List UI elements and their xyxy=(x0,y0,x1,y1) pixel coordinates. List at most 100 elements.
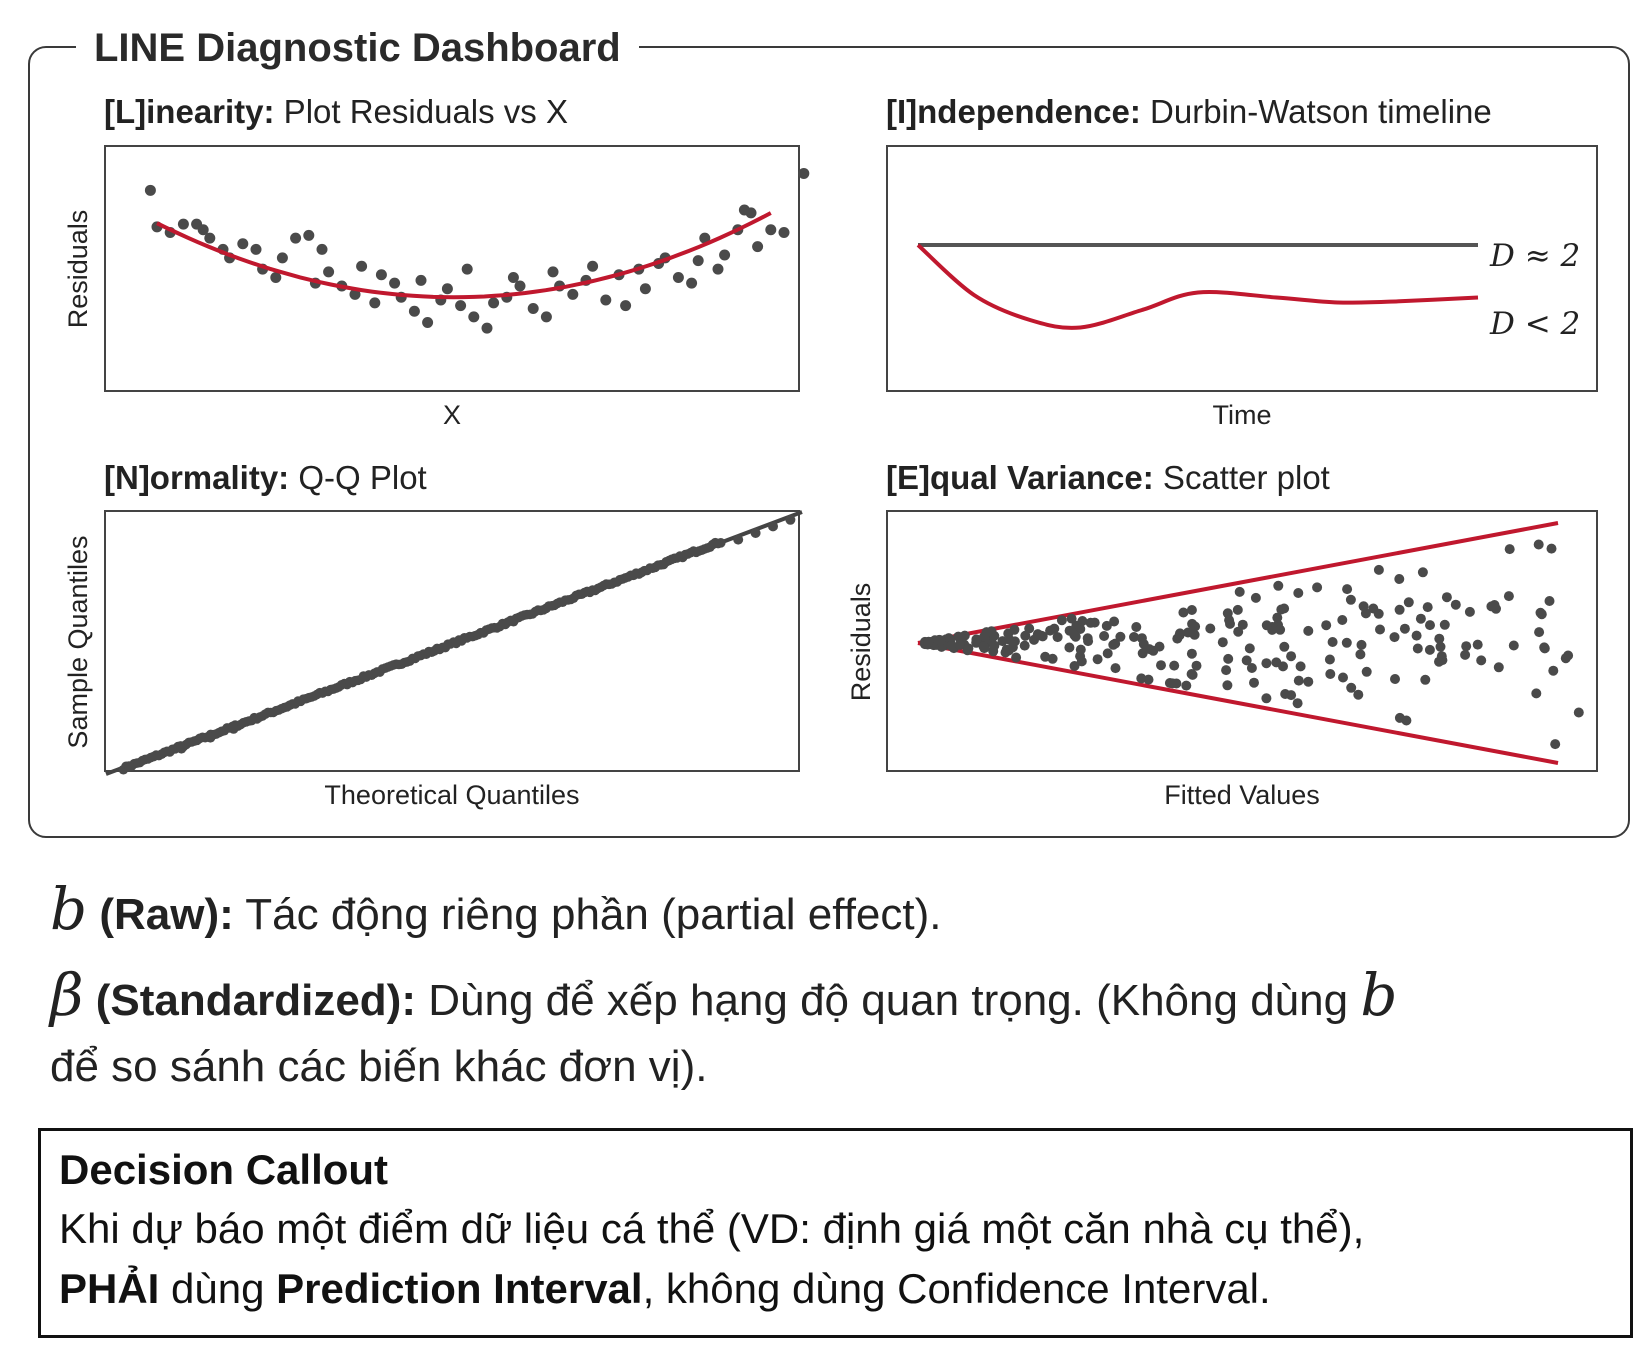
residual-point xyxy=(1346,682,1357,693)
residual-point xyxy=(1461,641,1472,652)
residual-point xyxy=(1303,625,1314,636)
residual-point xyxy=(1358,601,1369,612)
callout-line1: Khi dự báo một điểm dữ liệu cá thể (VD: … xyxy=(59,1205,1365,1252)
quadratic-fit-curve xyxy=(156,211,772,300)
residual-point xyxy=(1109,616,1120,627)
residual-point xyxy=(1493,662,1504,673)
residual-point xyxy=(197,224,209,236)
residual-point xyxy=(1190,621,1201,632)
linearity-svg xyxy=(144,167,810,334)
residual-point xyxy=(1191,660,1202,671)
residual-point xyxy=(1249,677,1259,688)
residual-point xyxy=(672,272,684,284)
residual-point xyxy=(989,640,1000,651)
residual-point xyxy=(177,218,189,230)
residual-point xyxy=(1425,620,1435,631)
residual-point xyxy=(1241,655,1252,666)
residual-point xyxy=(1293,675,1304,686)
residual-point xyxy=(1092,654,1103,665)
residual-point xyxy=(1390,674,1400,684)
residual-point xyxy=(778,227,790,239)
qq-tail-point xyxy=(733,534,744,545)
residual-point xyxy=(1261,658,1272,669)
equal-variance-title-bold: [E]qual Variance: xyxy=(886,459,1154,496)
residual-point xyxy=(1338,672,1348,683)
residual-point xyxy=(290,232,302,244)
residual-point xyxy=(1232,604,1243,615)
residual-point xyxy=(356,260,368,272)
independence-title-bold: [I]ndependence: xyxy=(886,93,1141,130)
residual-point xyxy=(1303,676,1314,687)
residual-point xyxy=(1129,632,1139,642)
residual-point xyxy=(514,280,526,292)
residual-point xyxy=(1533,539,1544,550)
callout-line2: PHẢI dùng Prediction Interval, không dùn… xyxy=(59,1259,1612,1319)
residual-point xyxy=(1115,631,1126,642)
residual-point xyxy=(923,636,934,647)
dw-label-flat: D ≈ 2 xyxy=(1490,238,1581,274)
residual-point xyxy=(1011,652,1022,663)
equal-variance-plot xyxy=(886,510,1598,772)
residual-point xyxy=(1040,651,1051,662)
residual-point xyxy=(978,641,989,652)
residual-point xyxy=(1491,603,1501,614)
residual-point xyxy=(1373,564,1384,575)
linearity-ylabel: Residuals xyxy=(63,209,93,329)
residual-point xyxy=(1337,615,1348,625)
qq-point xyxy=(716,538,726,548)
raw-bold: (Raw): xyxy=(99,890,234,939)
residual-point xyxy=(986,626,997,637)
residual-point xyxy=(481,322,493,334)
residual-point xyxy=(369,297,381,309)
residual-point xyxy=(1077,616,1088,626)
equal-variance-title: [E]qual Variance: Scatter plot xyxy=(886,458,1330,498)
residual-point xyxy=(422,317,434,329)
residual-point xyxy=(1156,660,1166,671)
residual-point xyxy=(1550,739,1561,750)
residual-point xyxy=(455,300,467,312)
residual-point xyxy=(1441,592,1452,603)
residual-point xyxy=(1278,661,1288,672)
residual-point xyxy=(1375,624,1385,635)
equal-variance-ylabel: Residuals xyxy=(846,582,876,702)
raw-symbol: b xyxy=(50,875,88,943)
residual-point xyxy=(798,167,810,179)
residual-point xyxy=(1312,582,1323,593)
residual-point xyxy=(1234,586,1245,597)
residual-point xyxy=(468,311,480,323)
residual-point xyxy=(1099,631,1110,641)
std-bold: (Standardized): xyxy=(95,976,416,1025)
residual-point xyxy=(1389,632,1400,643)
residual-point xyxy=(1394,604,1405,615)
residual-point xyxy=(954,639,965,650)
residual-point xyxy=(1045,625,1056,636)
residual-point xyxy=(935,635,946,646)
residual-point xyxy=(752,241,764,253)
residual-point xyxy=(963,643,974,654)
residual-point xyxy=(389,277,401,289)
std-symbol2: b xyxy=(1360,961,1398,1029)
residual-point xyxy=(719,249,731,261)
residual-point xyxy=(1292,698,1303,709)
residual-point xyxy=(1424,644,1435,655)
normality-xlabel: Theoretical Quantiles xyxy=(324,780,580,810)
residual-point xyxy=(1273,580,1284,591)
dashboard-frame xyxy=(28,46,1630,838)
residual-point xyxy=(1434,656,1444,667)
residual-point xyxy=(946,640,956,651)
equal-variance-xlabel: Fitted Values xyxy=(1164,780,1320,810)
residual-point xyxy=(1504,544,1515,555)
qq-tail-point xyxy=(750,528,761,538)
residual-point xyxy=(1321,620,1332,631)
equal-variance-svg xyxy=(917,521,1584,765)
residual-point xyxy=(1394,574,1405,584)
residual-point xyxy=(1169,660,1180,671)
residual-point xyxy=(1178,607,1189,618)
residual-point xyxy=(1019,640,1030,651)
residual-point xyxy=(1412,643,1423,654)
residual-point xyxy=(1085,617,1096,628)
residual-point xyxy=(323,266,335,278)
residual-point xyxy=(1415,613,1426,624)
callout-title: Decision Callout xyxy=(59,1146,389,1193)
residual-point xyxy=(1399,623,1410,634)
